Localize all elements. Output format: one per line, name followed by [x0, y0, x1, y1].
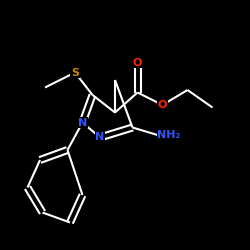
Text: N: N — [96, 132, 104, 142]
Text: O: O — [133, 58, 142, 68]
Text: NH₂: NH₂ — [158, 130, 181, 140]
Text: N: N — [78, 118, 87, 128]
Text: O: O — [158, 100, 167, 110]
Text: S: S — [71, 68, 79, 78]
